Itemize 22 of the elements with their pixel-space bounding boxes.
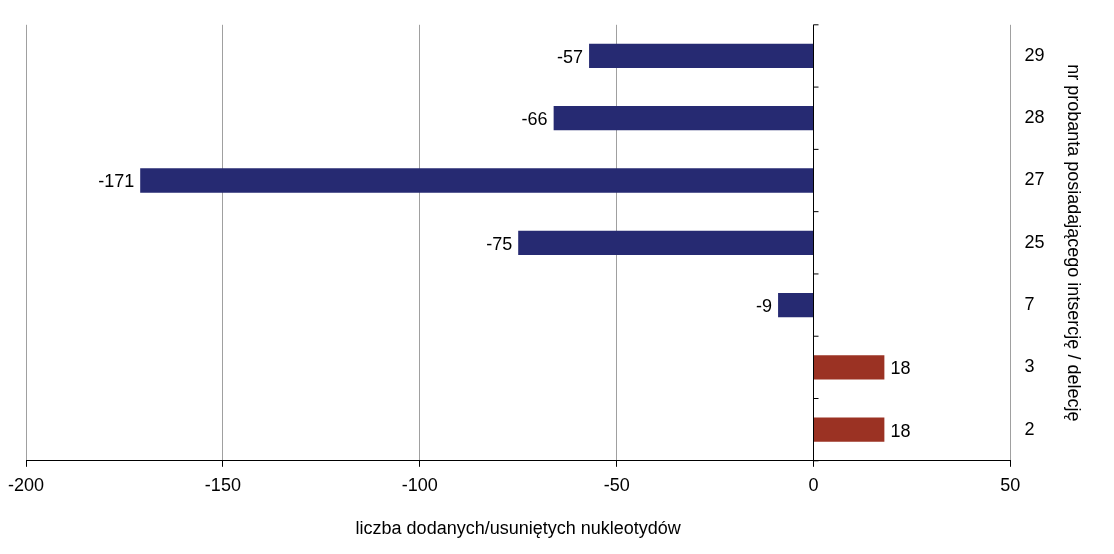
data-label: -75 [486,233,513,254]
data-label: -9 [756,296,773,317]
y-tick-label: 3 [1024,356,1035,377]
x-tick-label: -100 [401,474,438,495]
y-tick-label: 25 [1024,231,1045,252]
y-tick-label: 7 [1024,294,1035,315]
x-tick-label: 50 [1000,474,1021,495]
y-axis-title: nr probanta posiadającego intsercję / delecję [1064,64,1085,422]
data-label: -66 [521,109,548,130]
x-axis-title: liczba dodanych/usuniętych nukleotydów [355,518,682,539]
data-label: 18 [890,420,911,441]
y-tick-label: 27 [1024,169,1045,190]
y-tick-label: 29 [1024,44,1045,65]
x-tick-label: -200 [8,474,45,495]
data-label: 18 [890,358,911,379]
y-tick-label: 28 [1024,107,1045,128]
data-label: -171 [98,171,135,192]
x-tick-label: -150 [204,474,241,495]
y-tick-label: 2 [1024,418,1035,439]
x-tick-label: 0 [808,474,819,495]
x-tick-label: -50 [603,474,630,495]
data-label: -57 [557,46,584,67]
